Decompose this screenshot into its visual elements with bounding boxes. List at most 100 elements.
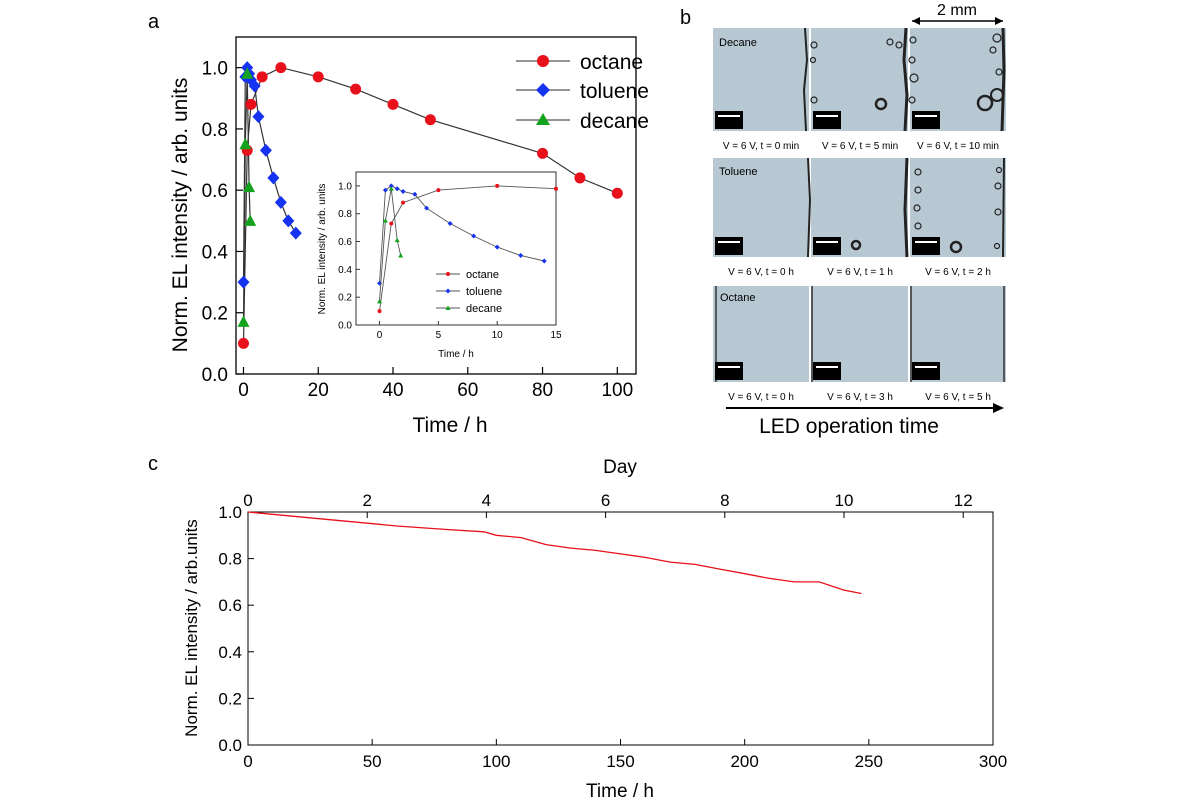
top-x-tick-label: 8 [720,491,729,510]
data-point-toluene [248,79,261,93]
scale-bar-label: 300 μm [915,247,937,254]
micro-label-toluene: Toluene [719,166,758,178]
y-tick-label: 1.0 [218,503,242,522]
x-tick-label: 100 [601,380,633,401]
panel-c-axes-frame [247,511,994,746]
scale-bar-label: 300 μm [915,372,937,379]
bubble [949,240,963,254]
inset-y-tick-label: 0.0 [338,321,352,332]
top-x-tick-label: 2 [362,491,371,510]
bubble [992,33,1002,43]
inset-lines [377,183,558,314]
data-point-octane [256,71,268,83]
data-point-octane [245,98,257,110]
inset-y-tick-label: 0.8 [338,209,352,220]
data-point-toluene [252,110,265,124]
inset-point-toluene [400,188,406,194]
panel-label-a: a [148,11,160,33]
inset-ticks: 0 5 10 15 0.0 0.2 0.4 0.6 0.8 1.0 [338,181,562,341]
top-x-tick-label: 0 [243,491,252,510]
x-tick-label: 80 [532,380,553,401]
panel-a-legend: octane toluene decane [516,51,649,133]
y-tick-label: 1.0 [202,59,228,80]
inset-x-axis-label: Time / h [438,349,474,360]
scale-bar-label: 300 μm [816,372,838,379]
bubble [990,88,1004,102]
y-tick-label: 0.4 [218,643,242,662]
bubble [908,96,916,104]
data-point-octane [237,337,249,349]
x-tick-label: 60 [457,380,478,401]
bubble [989,46,997,54]
micro-caption: V = 6 V, t = 10 min [917,141,999,152]
bubble [976,94,994,112]
bubble [886,38,894,46]
scale-bar-label: 300 μm [718,247,740,254]
scale-bar-label: 300 μm [718,372,740,379]
data-point-toluene [282,214,295,228]
inset-legend: octane toluene decane [436,269,502,315]
bubble [914,168,922,176]
panel-c-chart: 0 50 100 150 200 250 300 0 2 4 6 8 10 12 0.0 0.2 0.4 0.6 0… [182,457,1007,800]
data-point-octane [424,114,436,126]
top-x-tick-label: 12 [954,491,973,510]
x-tick-label: 20 [308,380,329,401]
bubble [908,56,916,64]
top-x-tick-label: 10 [835,491,854,510]
scale-2mm-arrow-left [912,17,920,25]
legend-decane-label: decane [580,110,649,133]
data-point-toluene [267,171,280,185]
legend-toluene-label: toluene [580,80,649,103]
inset-point-octane [377,309,382,314]
led-time-arrow-head [993,403,1004,413]
inset-point-octane [436,188,441,193]
inset-x-tick-label: 15 [550,330,562,341]
bubbles-decane [809,33,1004,112]
bubble [993,242,1001,250]
micro-caption: V = 6 V, t = 3 h [827,392,893,403]
panel-label-b: b [680,7,691,29]
x-tick-label: 150 [606,752,634,771]
y-tick-label: 0.0 [202,365,228,386]
top-x-tick-label: 6 [601,491,610,510]
electrode-edge [1002,157,1005,258]
x-tick-label: 50 [363,752,382,771]
inset-x-tick-label: 0 [377,330,383,341]
inset-legend-decane-marker [445,305,451,310]
y-tick-label: 0.2 [202,304,228,325]
scale-bar-label: 300 μm [816,121,838,128]
inset-point-decane [398,252,404,258]
legend-octane-label: octane [580,51,643,74]
y-tick-label: 0.4 [202,242,229,263]
inset-point-toluene [412,191,418,197]
panel-label-c: c [148,453,158,475]
micro-caption: V = 6 V, t = 0 h [728,392,794,403]
bubble [995,68,1003,76]
data-point-decane [241,67,254,79]
panel-a-inset: 0 5 10 15 0.0 0.2 0.4 0.6 0.8 1.0 Time / h Norm. … [317,171,562,360]
data-point-toluene [274,195,287,209]
micro-captions: V = 6 V, t = 0 min V = 6 V, t = 5 min V = … [723,141,999,403]
data-point-octane [312,71,324,83]
scale-2mm-arrow-right [995,17,1003,25]
inset-legend-octane-label: octane [466,269,499,281]
data-point-toluene [259,143,272,157]
bubble [913,204,921,212]
inset-y-axis-label: Norm. EL intensity / arb. units [317,184,328,315]
micro-row-toluene [713,158,1006,257]
bubble [850,239,862,251]
bubble [914,186,922,194]
panel-c-el-line [247,511,862,595]
led-time-arrow-label: LED operation time [759,415,939,438]
micro-caption: V = 6 V, t = 1 h [827,267,893,278]
data-point-octane [537,147,549,159]
inset-point-decane [394,237,400,243]
scale-bar-label: 300 μm [816,247,838,254]
legend-octane-marker [537,55,549,67]
inset-point-toluene [494,244,500,250]
panel-a-y-axis-label: Norm. EL intensity / arb. units [169,78,192,353]
panel-c-y-axis-label: Norm. EL intensity / arb.units [182,519,201,737]
bubble [809,56,817,64]
